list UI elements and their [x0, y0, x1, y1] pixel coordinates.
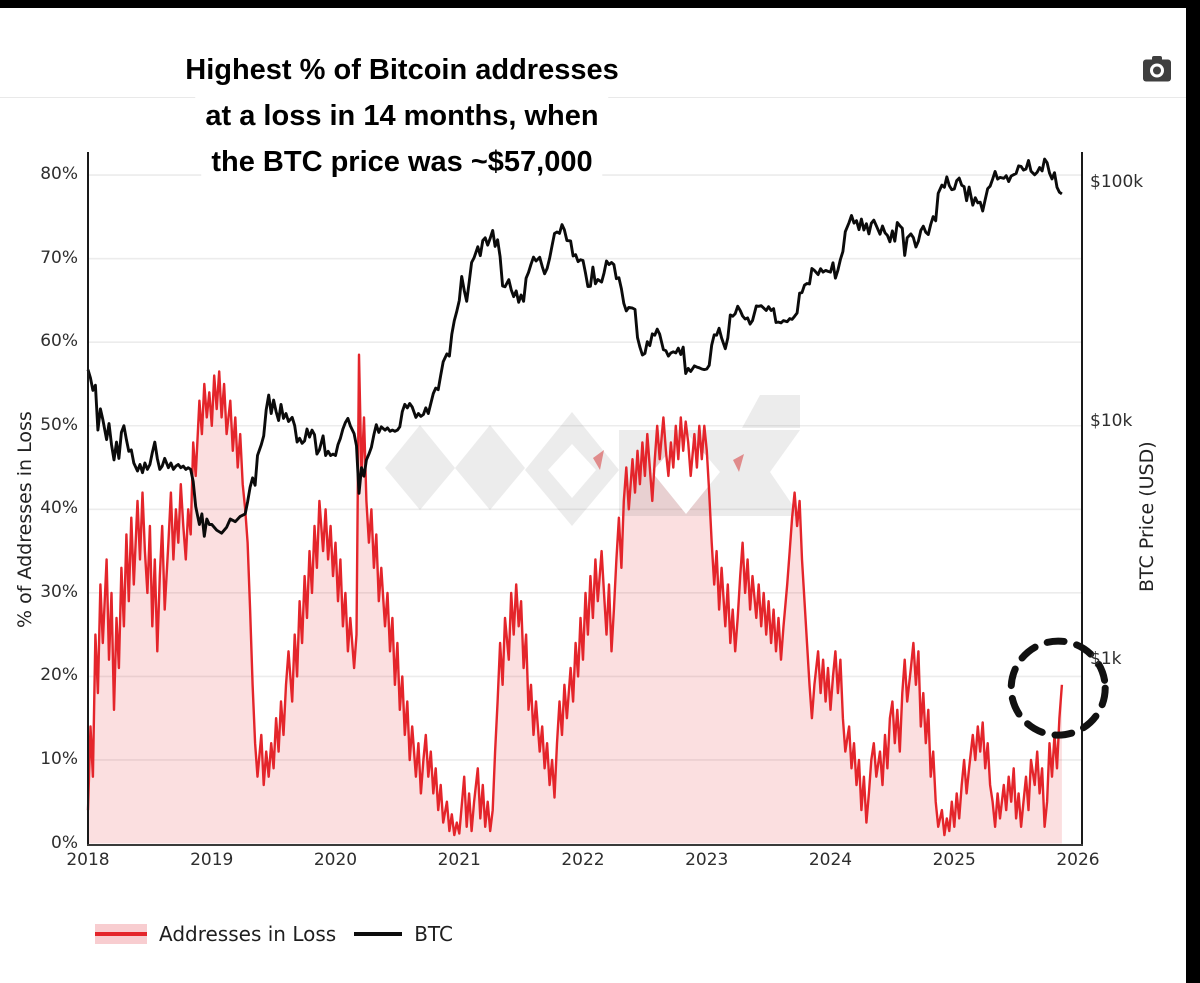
highlight-dashed-circle: [1007, 637, 1109, 739]
x-axis-tick: 2020: [313, 850, 358, 870]
btc-price-line: [86, 157, 1063, 538]
watermark-red-accent: [593, 450, 604, 470]
btc-swatch: [354, 932, 403, 936]
left-axis-tick: 60%: [40, 331, 78, 352]
annotation-title-line2: at a loss in 14 months, when: [195, 94, 609, 138]
right-black-bar: [1186, 0, 1200, 983]
right-axis-tick: $1k: [1090, 649, 1122, 669]
x-axis-tick: 2021: [437, 850, 481, 870]
chart-legend: Addresses in Loss BTC: [95, 922, 471, 946]
watermark-red-accent: [733, 454, 744, 472]
camera-icon[interactable]: [1142, 56, 1172, 84]
right-axis-tick: $100k: [1090, 172, 1144, 192]
addresses-in-loss-area: [88, 354, 1062, 844]
right-axis-title: BTC Price (USD): [1136, 441, 1158, 592]
x-axis-tick: 2025: [932, 850, 976, 870]
left-axis-tick: 20%: [40, 665, 78, 686]
left-axis-tick: 0%: [51, 832, 78, 853]
left-axis-tick: 10%: [40, 748, 78, 769]
watermark-shape: [455, 425, 525, 510]
right-axis-tick: $10k: [1090, 410, 1133, 431]
watermark-shape: [742, 395, 800, 428]
left-axis-tick: 40%: [40, 498, 78, 519]
left-axis-tick: 50%: [40, 414, 78, 435]
left-axis-tick: 70%: [40, 247, 78, 268]
addresses-in-loss-swatch: [95, 924, 147, 944]
watermark-shape: [385, 425, 455, 510]
addresses-in-loss-line: [86, 353, 1064, 837]
btc-label: BTC: [414, 922, 453, 946]
left-axis-tick: 30%: [40, 581, 78, 602]
x-axis-tick: 2022: [561, 850, 605, 870]
x-axis-tick: 2023: [685, 850, 729, 870]
top-black-bar: [0, 0, 1200, 8]
x-axis-tick: 2019: [190, 850, 234, 870]
annotation-title-line3: the BTC price was ~$57,000: [201, 140, 603, 184]
x-axis-tick: 2024: [808, 850, 853, 870]
x-axis-tick: 2026: [1056, 850, 1100, 870]
left-axis-title: % of Addresses in Loss: [14, 411, 36, 628]
watermark-shape: [757, 430, 800, 516]
watermark-hole: [548, 444, 596, 498]
chart-annotation-title: Highest % of Bitcoin addresses at a loss…: [175, 48, 629, 186]
addresses-in-loss-label: Addresses in Loss: [159, 922, 337, 946]
x-axis-tick: 2018: [66, 850, 110, 870]
left-axis-tick: 80%: [40, 164, 78, 185]
annotation-title-line1: Highest % of Bitcoin addresses: [175, 48, 629, 92]
